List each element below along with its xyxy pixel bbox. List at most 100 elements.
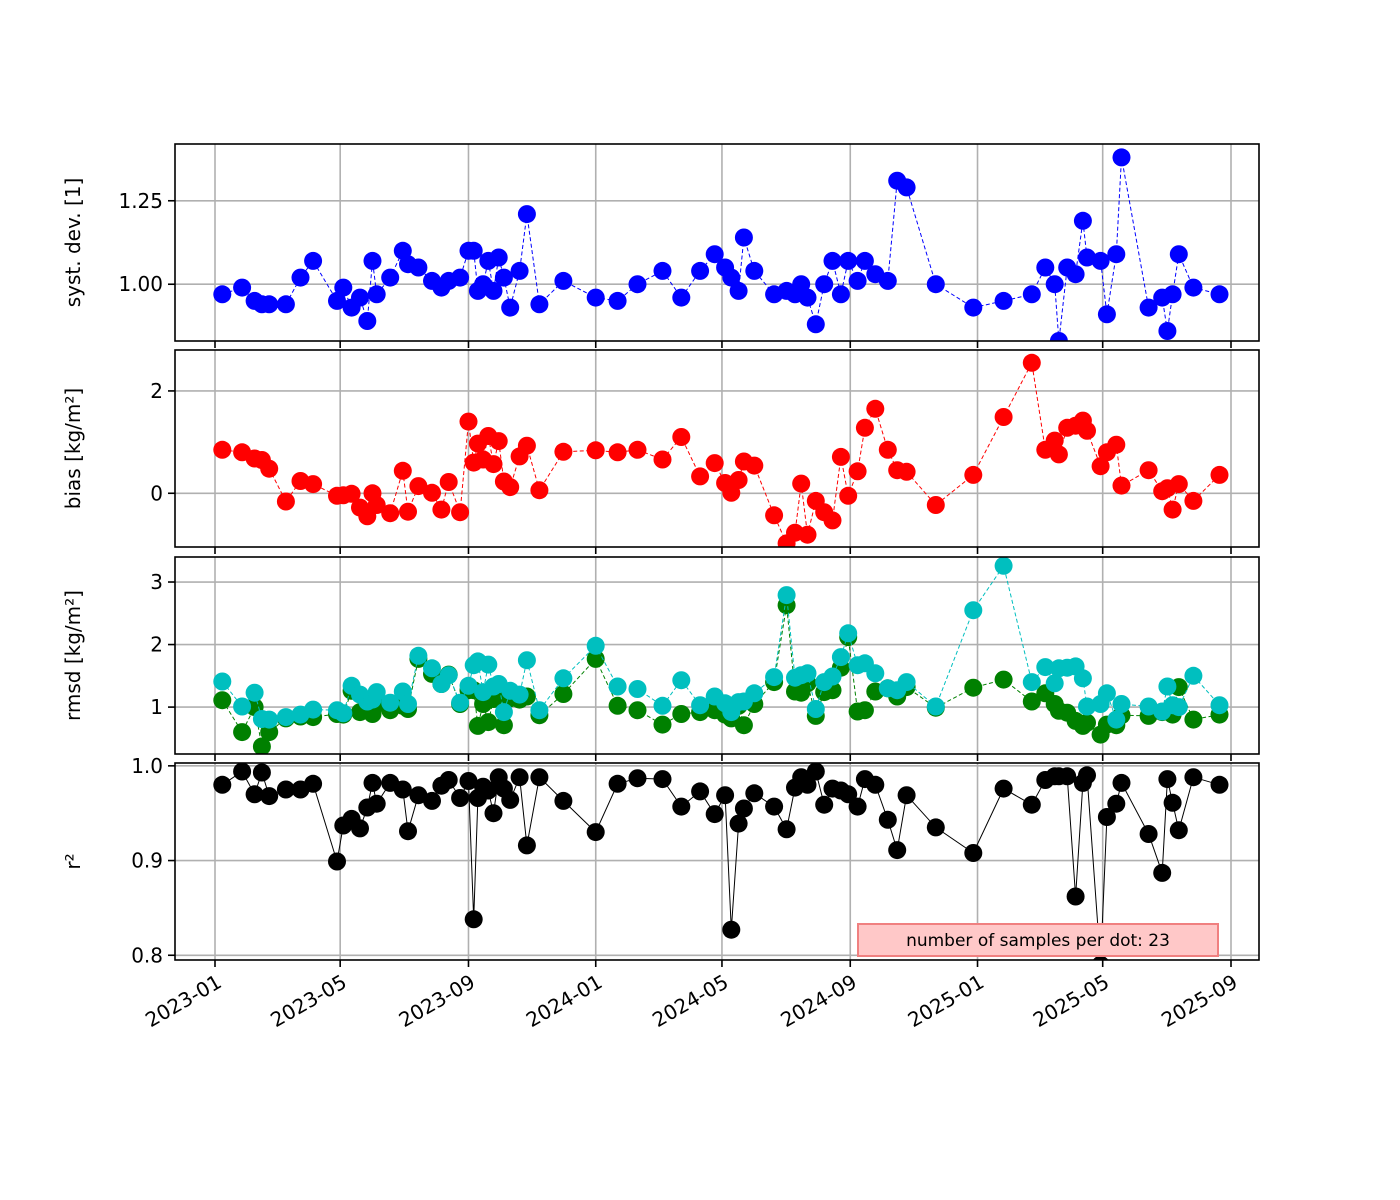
data-point bbox=[501, 478, 520, 497]
data-point bbox=[628, 701, 647, 720]
data-point bbox=[1184, 491, 1203, 510]
data-point bbox=[1058, 767, 1077, 786]
data-point bbox=[1169, 821, 1188, 840]
data-point bbox=[517, 836, 536, 855]
data-point bbox=[628, 275, 647, 294]
data-point bbox=[1022, 673, 1041, 692]
data-point bbox=[745, 456, 764, 475]
data-point bbox=[399, 695, 417, 713]
data-point bbox=[765, 797, 784, 816]
data-point bbox=[848, 797, 867, 816]
data-point bbox=[381, 268, 400, 287]
data-point bbox=[252, 737, 271, 754]
data-point bbox=[848, 462, 867, 481]
data-point bbox=[451, 789, 470, 807]
data-point bbox=[233, 763, 252, 781]
data-point bbox=[586, 823, 605, 842]
data-point bbox=[608, 774, 627, 793]
data-point bbox=[399, 502, 417, 521]
data-point bbox=[672, 288, 691, 307]
data-point bbox=[381, 504, 400, 523]
data-point bbox=[1049, 332, 1068, 341]
data-point bbox=[716, 786, 735, 805]
data-point bbox=[1210, 465, 1229, 484]
data-point bbox=[866, 664, 885, 683]
data-point bbox=[554, 442, 573, 461]
data-point bbox=[334, 278, 353, 297]
data-point bbox=[409, 258, 428, 277]
data-point bbox=[888, 841, 907, 860]
data-point bbox=[734, 799, 753, 818]
data-point bbox=[1066, 887, 1085, 906]
data-point bbox=[1073, 211, 1092, 230]
panels: 1.00 1.25 syst. dev. [1] 0 2 bias [kg/m²] 1 2 3 r… bbox=[61, 143, 1260, 967]
data-point bbox=[363, 773, 382, 792]
data-point bbox=[489, 248, 508, 267]
data-point bbox=[245, 785, 264, 804]
data-point bbox=[451, 693, 470, 712]
panel-frame bbox=[174, 556, 1260, 755]
data-point bbox=[964, 678, 983, 697]
data-point bbox=[276, 295, 295, 314]
data-point bbox=[351, 819, 369, 838]
data-point bbox=[479, 781, 498, 800]
data-point bbox=[1169, 245, 1188, 264]
data-point bbox=[628, 440, 647, 459]
data-point bbox=[608, 443, 627, 462]
data-point bbox=[233, 278, 252, 297]
data-point bbox=[792, 474, 811, 493]
data-point bbox=[510, 768, 529, 787]
data-point bbox=[213, 775, 232, 794]
data-point bbox=[831, 648, 850, 667]
panel-frame bbox=[174, 762, 1260, 961]
annotation-text: number of samples per dot: 23 bbox=[906, 931, 1170, 951]
data-point bbox=[798, 664, 817, 683]
data-point bbox=[554, 685, 573, 703]
data-point bbox=[866, 399, 885, 418]
data-point bbox=[653, 261, 672, 280]
y-axis-label: rmsd [kg/m²] bbox=[61, 590, 85, 721]
data-point bbox=[1036, 658, 1055, 677]
data-point bbox=[464, 910, 483, 929]
data-point bbox=[672, 705, 691, 723]
data-point bbox=[653, 450, 672, 469]
data-point bbox=[897, 786, 916, 805]
data-point bbox=[213, 285, 232, 304]
data-point bbox=[276, 492, 295, 511]
annotation-box: number of samples per dot: 23 bbox=[857, 923, 1219, 957]
data-point bbox=[831, 447, 850, 466]
data-point bbox=[1158, 322, 1177, 340]
data-point bbox=[964, 844, 983, 862]
data-point bbox=[839, 486, 858, 505]
data-point bbox=[328, 852, 346, 871]
data-point bbox=[994, 408, 1013, 426]
data-point bbox=[878, 440, 897, 459]
data-point bbox=[765, 668, 784, 687]
data-point bbox=[1078, 713, 1096, 732]
data-point bbox=[855, 418, 874, 437]
data-point bbox=[1036, 258, 1055, 277]
data-point bbox=[994, 291, 1013, 310]
data-point bbox=[213, 691, 232, 710]
annotation-box-frame bbox=[857, 923, 1219, 957]
data-point bbox=[653, 715, 672, 734]
data-point bbox=[745, 784, 764, 803]
data-point bbox=[1045, 431, 1064, 450]
data-point bbox=[451, 268, 470, 287]
data-point bbox=[777, 820, 796, 839]
y-tick-label: 2 bbox=[150, 633, 163, 657]
data-point bbox=[705, 454, 724, 473]
data-point bbox=[777, 586, 796, 605]
data-point bbox=[1139, 298, 1158, 317]
data-point bbox=[586, 288, 605, 307]
data-point bbox=[479, 655, 498, 674]
panel-frame bbox=[174, 143, 1260, 342]
data-point bbox=[839, 624, 858, 643]
data-point bbox=[798, 288, 817, 307]
data-point bbox=[1139, 697, 1158, 716]
data-point bbox=[1112, 476, 1131, 495]
data-point bbox=[451, 503, 470, 522]
data-point bbox=[1107, 794, 1126, 813]
data-point bbox=[367, 285, 386, 304]
data-point bbox=[1078, 766, 1096, 785]
